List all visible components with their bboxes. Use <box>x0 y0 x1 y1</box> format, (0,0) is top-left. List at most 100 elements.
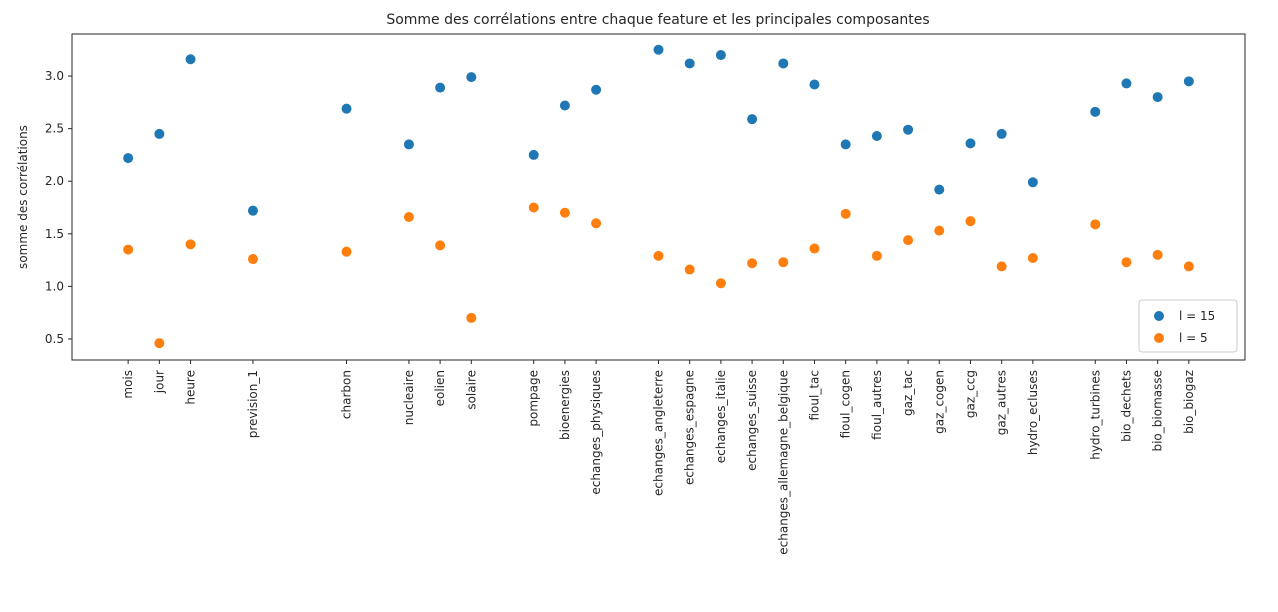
data-point-series-1 <box>435 240 446 251</box>
data-point-series-0 <box>653 44 664 55</box>
data-point-series-1 <box>1183 261 1194 272</box>
x-tick-label: gaz_tac <box>901 370 915 416</box>
x-tick-label: solaire <box>464 370 478 410</box>
data-point-series-0 <box>1027 177 1038 188</box>
data-point-series-0 <box>684 58 695 69</box>
data-point-series-0 <box>559 100 570 111</box>
data-point-series-1 <box>715 278 726 289</box>
x-tick-label: echanges_allemagne_belgique <box>776 370 790 555</box>
x-tick-label: hydro_ecluses <box>1026 370 1040 455</box>
y-axis-label: somme des corrélations <box>16 125 30 269</box>
data-point-series-1 <box>871 250 882 261</box>
data-point-series-1 <box>747 258 758 269</box>
data-point-series-1 <box>591 218 602 229</box>
data-point-series-0 <box>1152 92 1163 103</box>
data-point-series-0 <box>840 139 851 150</box>
x-tick-label: bio_dechets <box>1119 370 1133 442</box>
x-tick-label: echanges_suisse <box>745 370 759 471</box>
data-point-series-0 <box>778 58 789 69</box>
data-point-series-1 <box>528 202 539 213</box>
x-tick-label: echanges_espagne <box>683 370 697 485</box>
data-point-series-1 <box>1090 219 1101 230</box>
legend-label-1: l = 5 <box>1179 331 1208 345</box>
x-tick-label: heure <box>184 370 198 405</box>
data-point-series-0 <box>934 184 945 195</box>
data-point-series-1 <box>559 207 570 218</box>
data-point-series-0 <box>747 114 758 125</box>
data-point-series-1 <box>778 257 789 268</box>
y-tick-label: 1.5 <box>45 227 64 241</box>
y-tick-label: 0.5 <box>45 332 64 346</box>
data-point-series-0 <box>996 128 1007 139</box>
data-point-series-0 <box>1121 78 1132 89</box>
legend: l = 15 l = 5 <box>1138 299 1238 353</box>
y-axis: 0.5 1.0 1.5 2.0 2.5 3.0 <box>45 69 72 346</box>
data-point-series-0 <box>903 124 914 135</box>
data-point-series-0 <box>185 54 196 65</box>
x-tick-label: bioenergies <box>558 370 572 440</box>
x-tick-label: mois <box>121 370 135 399</box>
data-point-series-1 <box>1121 257 1132 268</box>
data-point-series-1 <box>684 264 695 275</box>
data-point-series-1 <box>809 243 820 254</box>
x-tick-label: fioul_cogen <box>839 370 853 438</box>
legend-label-0: l = 15 <box>1179 309 1215 323</box>
data-point-series-1 <box>123 244 134 255</box>
data-point-series-0 <box>809 79 820 90</box>
x-tick-label: gaz_ccg <box>963 370 977 418</box>
data-point-series-0 <box>871 131 882 142</box>
plot-area <box>71 33 1246 361</box>
data-point-series-0 <box>715 50 726 61</box>
x-tick-label: jour <box>152 370 166 394</box>
x-tick-label: eolien <box>433 370 447 406</box>
x-tick-label: bio_biomasse <box>1151 370 1165 452</box>
x-tick-label: prevision_1 <box>246 370 260 438</box>
x-axis: mois jour heure prevision_1 charbon nucleaire… <box>121 360 1196 555</box>
data-point-series-1 <box>403 211 414 222</box>
data-point-series-1 <box>247 254 258 265</box>
data-point-series-0 <box>123 153 134 164</box>
x-tick-label: bio_biogaz <box>1182 370 1196 434</box>
y-tick-label: 1.0 <box>45 279 64 293</box>
data-point-series-1 <box>840 208 851 219</box>
x-tick-label: charbon <box>340 370 354 419</box>
data-point-series-1 <box>466 312 477 323</box>
y-tick-label: 2.0 <box>45 174 64 188</box>
y-tick-label: 2.5 <box>45 122 64 136</box>
data-point-series-0 <box>1183 76 1194 87</box>
data-point-series-0 <box>965 138 976 149</box>
x-tick-label: nucleaire <box>402 370 416 425</box>
data-point-series-1 <box>965 216 976 227</box>
x-tick-label: hydro_turbines <box>1088 370 1102 460</box>
x-tick-label: pompage <box>527 370 541 427</box>
plot-frame <box>71 33 1246 361</box>
legend-marker-0 <box>1154 311 1164 321</box>
data-point-series-1 <box>1152 249 1163 260</box>
data-points <box>123 44 1194 349</box>
data-point-series-0 <box>528 149 539 160</box>
data-point-series-0 <box>247 205 258 216</box>
y-tick-label: 3.0 <box>45 69 64 83</box>
data-point-series-1 <box>934 225 945 236</box>
x-tick-label: gaz_cogen <box>932 370 946 434</box>
data-point-series-1 <box>154 338 165 349</box>
data-point-series-0 <box>341 103 352 114</box>
x-tick-label: echanges_italie <box>714 370 728 463</box>
data-point-series-1 <box>1027 252 1038 263</box>
data-point-series-0 <box>154 128 165 139</box>
x-tick-label: fioul_autres <box>870 370 884 440</box>
data-point-series-0 <box>435 82 446 93</box>
x-tick-label: echanges_angleterre <box>652 370 666 496</box>
x-tick-label: fioul_tac <box>807 370 821 421</box>
data-point-series-1 <box>903 235 914 246</box>
data-point-series-0 <box>466 72 477 83</box>
data-point-series-0 <box>403 139 414 150</box>
chart-title: Somme des corrélations entre chaque feat… <box>386 12 929 28</box>
data-point-series-1 <box>185 239 196 250</box>
data-point-series-1 <box>341 246 352 257</box>
data-point-series-1 <box>996 261 1007 272</box>
legend-marker-1 <box>1154 333 1164 343</box>
x-tick-label: gaz_autres <box>995 370 1009 435</box>
data-point-series-0 <box>1090 106 1101 117</box>
